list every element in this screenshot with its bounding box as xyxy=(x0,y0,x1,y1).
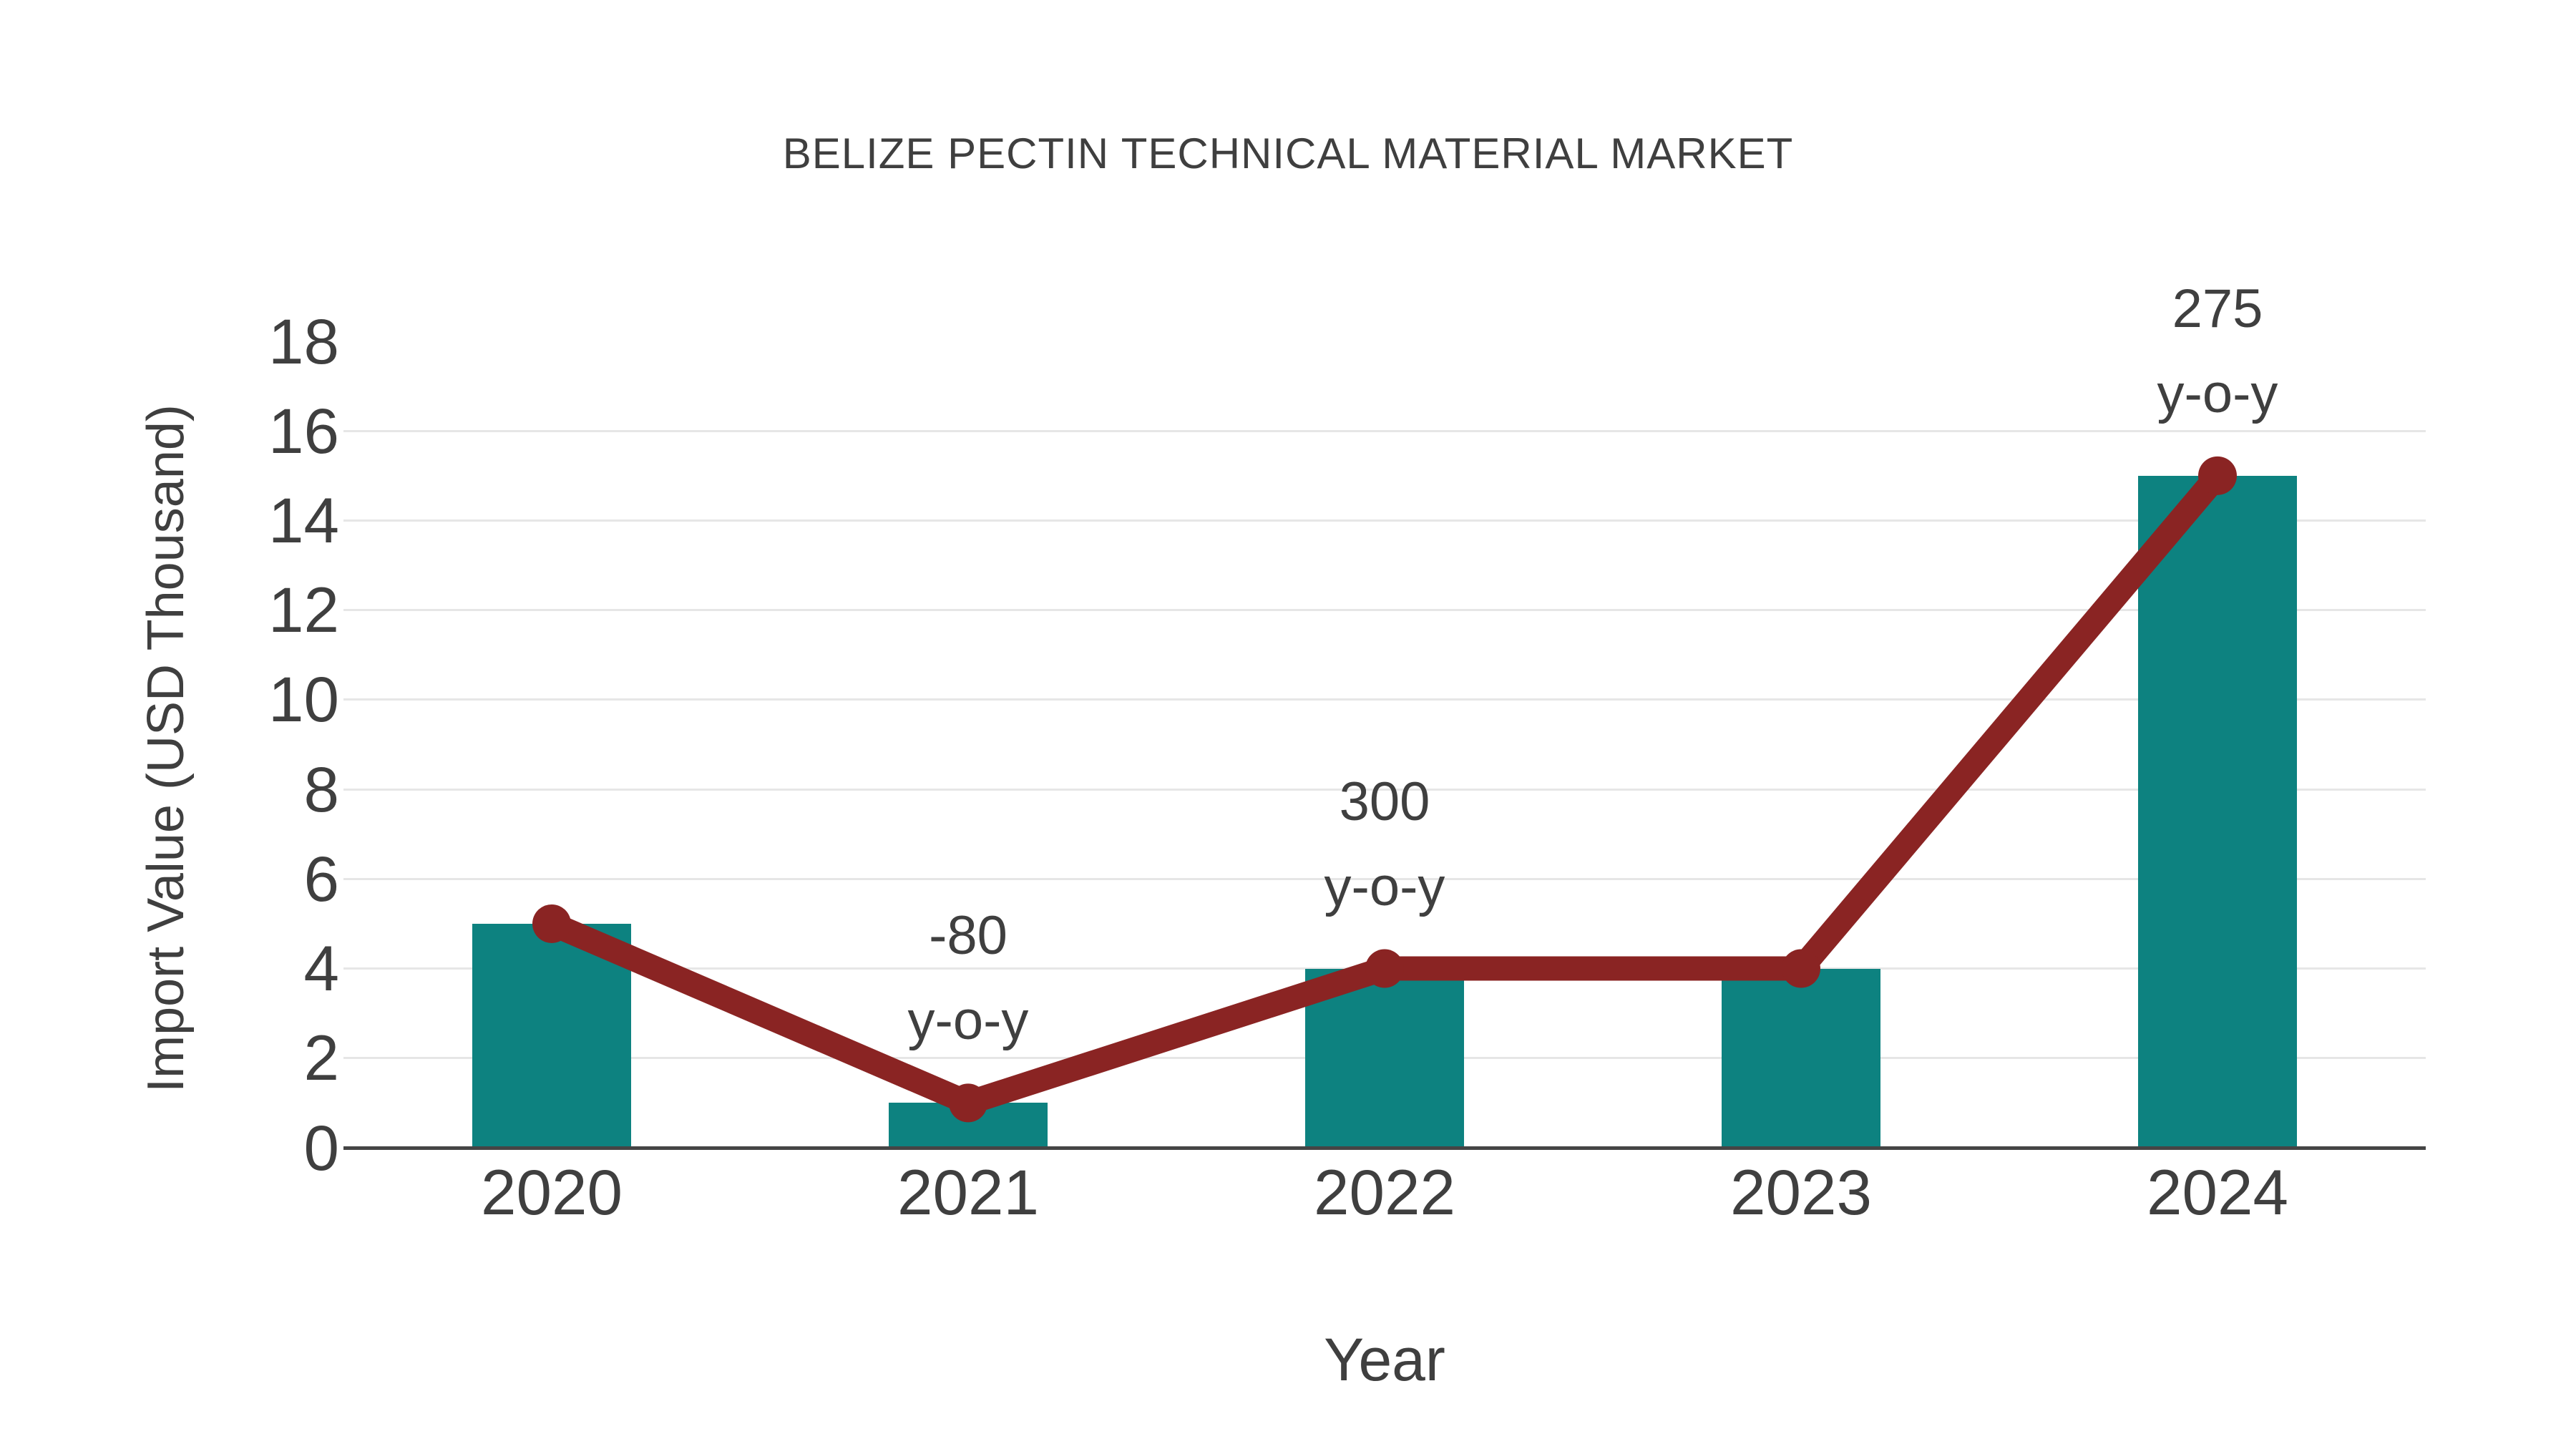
annotation-2022-value: 300 xyxy=(1339,771,1430,832)
y-tick-label-8: 8 xyxy=(303,753,340,825)
x-tick-label-2023: 2023 xyxy=(1730,1156,1872,1228)
y-tick-label-6: 6 xyxy=(303,842,340,914)
x-tick-label-2022: 2022 xyxy=(1314,1156,1455,1228)
x-tick-label-2020: 2020 xyxy=(481,1156,623,1228)
gridline-16 xyxy=(343,429,2426,432)
y-tick-label-16: 16 xyxy=(268,394,339,467)
chart-title: BELIZE PECTIN TECHNICAL MATERIAL MARKET xyxy=(782,130,1794,177)
y-tick-label-2: 2 xyxy=(303,1022,340,1094)
y-tick-label-4: 4 xyxy=(303,932,340,1005)
x-tick-label-2021: 2021 xyxy=(897,1156,1039,1228)
bar-2021 xyxy=(889,1103,1048,1148)
y-tick-label-10: 10 xyxy=(268,663,339,736)
annotation-2021-suffix: y-o-y xyxy=(907,990,1029,1052)
y-tick-label-0: 0 xyxy=(303,1111,340,1184)
x-axis-baseline xyxy=(343,1146,2426,1150)
x-tick-label-2024: 2024 xyxy=(2147,1156,2288,1228)
y-tick-label-12: 12 xyxy=(268,574,339,646)
y-tick-label-14: 14 xyxy=(268,484,339,556)
bar-2022 xyxy=(1305,968,1464,1148)
annotation-2024-value: 275 xyxy=(2172,278,2263,339)
x-axis-title: Year xyxy=(1324,1326,1445,1393)
annotation-2021-value: -80 xyxy=(929,905,1008,967)
annotation-2024-suffix: y-o-y xyxy=(2157,363,2278,424)
bar-2023 xyxy=(1722,968,1880,1148)
y-tick-label-18: 18 xyxy=(268,305,339,377)
gridline-14 xyxy=(343,519,2426,522)
gridline-12 xyxy=(343,609,2426,612)
bar-2024 xyxy=(2138,475,2297,1148)
gridline-10 xyxy=(343,698,2426,701)
annotation-2022-suffix: y-o-y xyxy=(1324,856,1445,917)
bar-2020 xyxy=(472,923,631,1148)
